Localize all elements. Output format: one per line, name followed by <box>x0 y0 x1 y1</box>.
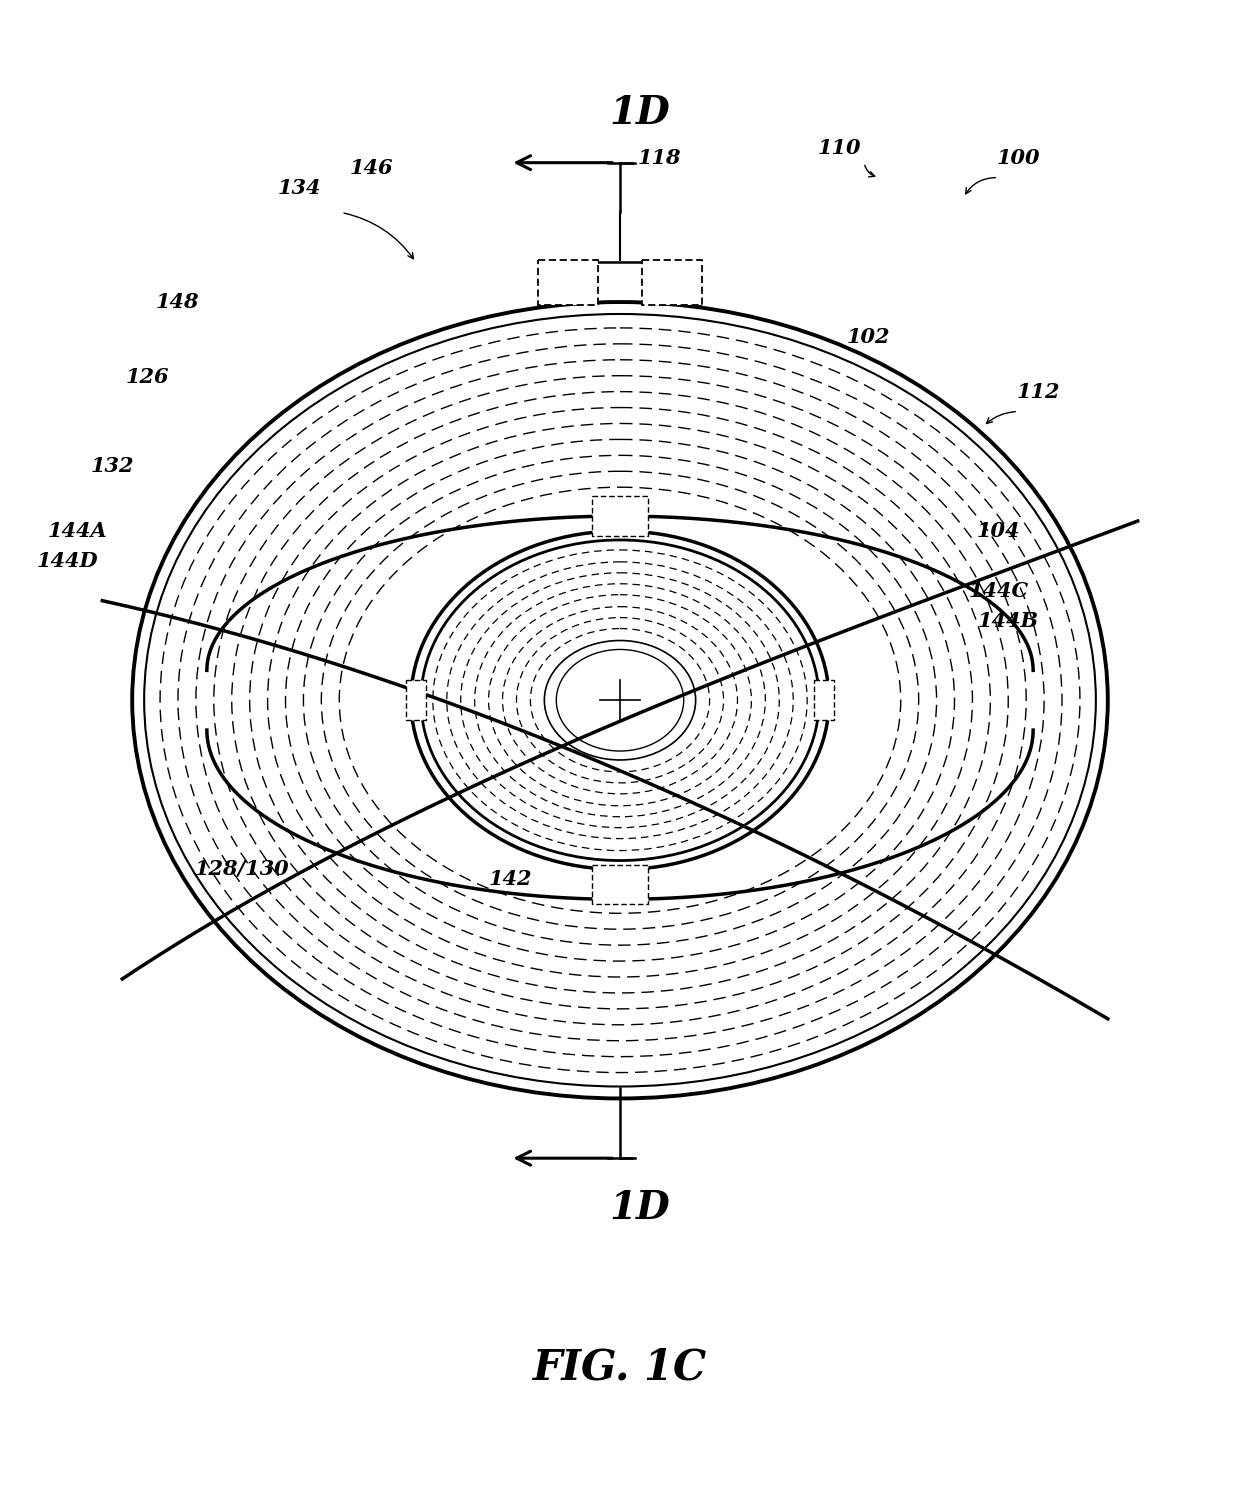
Text: 104: 104 <box>977 521 1021 542</box>
Text: 144B: 144B <box>977 611 1039 631</box>
Text: 144A: 144A <box>47 521 108 542</box>
Text: 132: 132 <box>91 456 134 477</box>
Text: 144D: 144D <box>37 551 98 570</box>
Text: 134: 134 <box>278 178 321 198</box>
Text: 148: 148 <box>155 293 198 312</box>
Text: 142: 142 <box>489 869 532 889</box>
Text: 112: 112 <box>1017 382 1060 401</box>
Text: 128/130: 128/130 <box>195 860 289 880</box>
Bar <box>538 260 598 305</box>
Text: 146: 146 <box>350 157 393 178</box>
Text: 110: 110 <box>817 137 861 158</box>
Bar <box>593 496 647 536</box>
Bar <box>815 681 835 720</box>
Bar <box>405 681 425 720</box>
Text: 144C: 144C <box>968 581 1028 601</box>
Text: 118: 118 <box>639 148 682 167</box>
Text: 100: 100 <box>997 148 1040 167</box>
Text: 126: 126 <box>125 367 169 386</box>
Text: 1D: 1D <box>610 1189 671 1227</box>
Bar <box>642 260 702 305</box>
Text: 102: 102 <box>847 327 890 347</box>
Bar <box>593 865 647 904</box>
Text: FIG. 1C: FIG. 1C <box>533 1346 707 1388</box>
Text: 1D: 1D <box>610 94 671 131</box>
